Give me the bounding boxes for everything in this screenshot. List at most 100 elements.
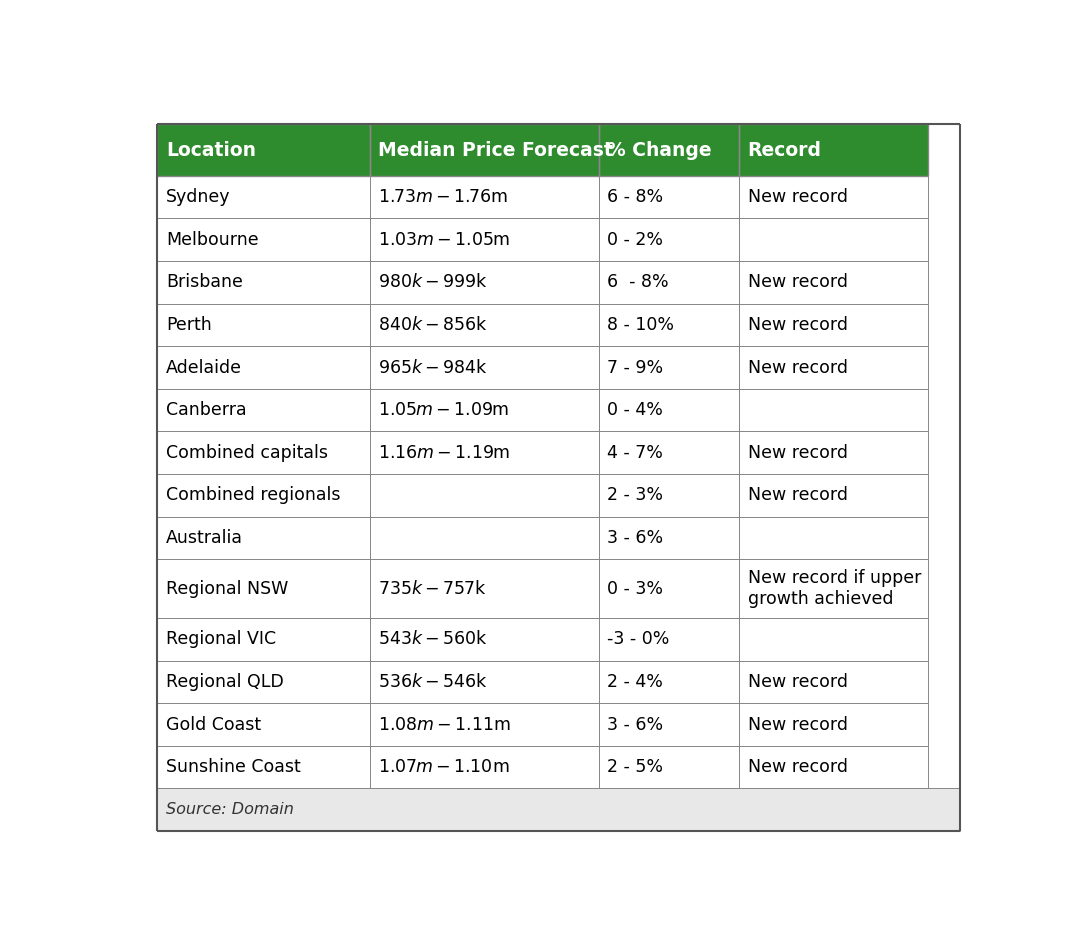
Bar — [157, 474, 370, 517]
Text: New record if upper
growth achieved: New record if upper growth achieved — [748, 569, 921, 608]
Text: Perth: Perth — [166, 316, 211, 334]
Text: 6  - 8%: 6 - 8% — [607, 273, 669, 291]
Bar — [598, 618, 739, 660]
Bar — [157, 304, 370, 346]
Bar — [598, 125, 739, 176]
Text: New record: New record — [748, 486, 848, 504]
Bar — [739, 660, 928, 703]
Bar — [370, 431, 598, 474]
Text: $1.05m - $1.09m: $1.05m - $1.09m — [378, 401, 509, 419]
Bar — [157, 660, 370, 703]
Text: Melbourne: Melbourne — [166, 231, 258, 249]
Text: $543k - $560k: $543k - $560k — [378, 630, 488, 648]
Bar — [739, 703, 928, 745]
Bar — [157, 176, 370, 219]
Text: Regional QLD: Regional QLD — [166, 673, 283, 691]
Bar — [598, 219, 739, 261]
Bar — [598, 304, 739, 346]
Bar — [739, 618, 928, 660]
Bar — [370, 125, 598, 176]
Bar — [370, 474, 598, 517]
Bar — [157, 745, 370, 788]
Text: 0 - 4%: 0 - 4% — [607, 401, 663, 419]
Bar — [739, 125, 928, 176]
Bar — [157, 125, 370, 176]
Text: $1.07m - $1.10m: $1.07m - $1.10m — [378, 758, 510, 776]
Bar — [370, 703, 598, 745]
Text: 2 - 4%: 2 - 4% — [607, 673, 663, 691]
Bar — [598, 474, 739, 517]
Bar — [157, 389, 370, 431]
Text: 2 - 3%: 2 - 3% — [607, 486, 663, 504]
Text: Canberra: Canberra — [166, 401, 246, 419]
Bar — [157, 618, 370, 660]
Text: 4 - 7%: 4 - 7% — [607, 444, 663, 462]
Text: 7 - 9%: 7 - 9% — [607, 359, 664, 377]
Text: New record: New record — [748, 444, 848, 462]
Bar — [739, 389, 928, 431]
Bar — [157, 346, 370, 389]
Text: $1.03m - $1.05m: $1.03m - $1.05m — [378, 231, 510, 249]
Bar — [370, 517, 598, 559]
Text: 3 - 6%: 3 - 6% — [607, 715, 664, 733]
Bar — [370, 176, 598, 219]
Bar — [598, 346, 739, 389]
Text: 8 - 10%: 8 - 10% — [607, 316, 675, 334]
Bar — [370, 745, 598, 788]
Text: $735k - $757k: $735k - $757k — [378, 580, 487, 598]
Text: New record: New record — [748, 316, 848, 334]
Bar — [598, 660, 739, 703]
Bar — [157, 261, 370, 304]
Text: $980k - $999k: $980k - $999k — [378, 273, 488, 291]
Bar — [157, 431, 370, 474]
Bar — [370, 261, 598, 304]
Bar — [739, 261, 928, 304]
Bar — [739, 474, 928, 517]
Text: New record: New record — [748, 273, 848, 291]
Bar — [739, 431, 928, 474]
Bar — [739, 745, 928, 788]
Text: Gold Coast: Gold Coast — [166, 715, 261, 733]
Text: Sunshine Coast: Sunshine Coast — [166, 758, 301, 776]
Text: $840k - $856k: $840k - $856k — [378, 316, 488, 334]
Text: Source: Domain: Source: Domain — [166, 802, 293, 817]
Bar — [370, 304, 598, 346]
Text: Australia: Australia — [166, 529, 243, 547]
Text: Regional VIC: Regional VIC — [166, 630, 276, 648]
Text: 0 - 3%: 0 - 3% — [607, 580, 663, 598]
Text: 0 - 2%: 0 - 2% — [607, 231, 663, 249]
Bar — [370, 618, 598, 660]
Bar — [370, 559, 598, 618]
Bar — [598, 389, 739, 431]
Bar — [598, 261, 739, 304]
Bar — [598, 176, 739, 219]
Text: Adelaide: Adelaide — [166, 359, 242, 377]
Text: Regional NSW: Regional NSW — [166, 580, 288, 598]
Bar — [370, 219, 598, 261]
Text: $965k - $984k: $965k - $984k — [378, 359, 488, 377]
Text: New record: New record — [748, 758, 848, 776]
Text: Combined capitals: Combined capitals — [166, 444, 328, 462]
Text: -3 - 0%: -3 - 0% — [607, 630, 669, 648]
Text: New record: New record — [748, 188, 848, 206]
Text: $536k - $546k: $536k - $546k — [378, 673, 488, 691]
Text: $1.73m - $1.76m: $1.73m - $1.76m — [378, 188, 509, 206]
Bar — [157, 788, 960, 831]
Text: $1.16m - $1.19m: $1.16m - $1.19m — [378, 444, 510, 462]
Bar — [370, 346, 598, 389]
Bar — [157, 219, 370, 261]
Bar — [370, 660, 598, 703]
Text: Sydney: Sydney — [166, 188, 230, 206]
Bar — [598, 431, 739, 474]
Bar — [157, 703, 370, 745]
Bar — [598, 745, 739, 788]
Text: $1.08m - $1.11m: $1.08m - $1.11m — [378, 715, 511, 733]
Bar — [157, 559, 370, 618]
Text: Brisbane: Brisbane — [166, 273, 243, 291]
Bar — [739, 559, 928, 618]
Bar — [598, 703, 739, 745]
Text: New record: New record — [748, 359, 848, 377]
Bar — [739, 219, 928, 261]
Bar — [370, 389, 598, 431]
Text: Location: Location — [166, 141, 256, 160]
